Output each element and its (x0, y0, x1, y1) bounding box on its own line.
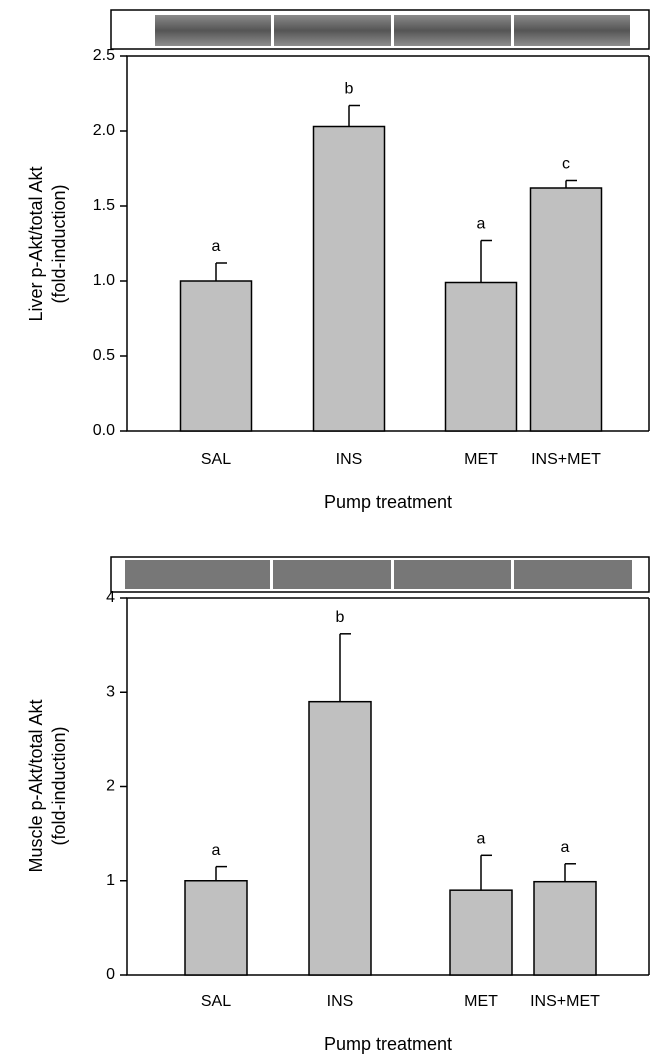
y-tick-label: 4 (106, 589, 115, 606)
x-tick-label: SAL (201, 451, 231, 468)
significance-letter: b (336, 609, 345, 626)
bar (534, 882, 596, 975)
significance-letter: a (477, 216, 486, 233)
y-tick-label: 2.5 (93, 47, 115, 64)
x-tick-label: MET (464, 993, 498, 1010)
bar (446, 283, 517, 432)
x-tick-label: INS+MET (531, 451, 601, 468)
significance-letter: a (561, 839, 570, 856)
y-tick-label: 0 (106, 966, 115, 983)
significance-letter: c (562, 156, 570, 173)
y-tick-label: 1 (106, 872, 115, 889)
y-axis-title: Liver p-Akt/total Akt (26, 166, 46, 321)
y-tick-label: 1.0 (93, 272, 115, 289)
blot-panel (111, 10, 649, 49)
chart: 0 1 2 3 4 a SAL b INS a MET a INS+MET Pump treatment M… (26, 589, 649, 1054)
x-axis-title: Pump treatment (324, 492, 452, 512)
y-tick-label: 2.0 (93, 122, 115, 139)
significance-letter: b (345, 81, 354, 98)
x-tick-label: SAL (201, 993, 231, 1010)
y-tick-label: 3 (106, 683, 115, 700)
x-axis-title: Pump treatment (324, 1034, 452, 1054)
bar (314, 127, 385, 432)
significance-letter: a (212, 238, 221, 255)
x-tick-label: INS+MET (530, 993, 600, 1010)
y-axis-title: (fold-induction) (49, 184, 69, 303)
y-tick-label: 0.0 (93, 422, 115, 439)
y-tick-label: 0.5 (93, 347, 115, 364)
y-axis-title: (fold-induction) (49, 726, 69, 845)
y-axis-title: Muscle p-Akt/total Akt (26, 699, 46, 872)
bar (531, 188, 602, 431)
blot-panel (111, 557, 649, 592)
chart: 0.0 0.5 1.0 1.5 2.0 2.5 a SAL b INS a MET c INS+MET Pu… (26, 47, 649, 512)
bar (181, 281, 252, 431)
y-tick-label: 1.5 (93, 197, 115, 214)
bar (185, 881, 247, 975)
bar (309, 702, 371, 975)
significance-letter: a (212, 842, 221, 859)
x-tick-label: INS (336, 451, 363, 468)
significance-letter: a (477, 831, 486, 848)
figure: 0.0 0.5 1.0 1.5 2.0 2.5 a SAL b INS a MET c INS+MET Pu… (0, 0, 651, 1060)
y-tick-label: 2 (106, 778, 115, 795)
x-tick-label: MET (464, 451, 498, 468)
x-tick-label: INS (327, 993, 354, 1010)
bar (450, 890, 512, 975)
